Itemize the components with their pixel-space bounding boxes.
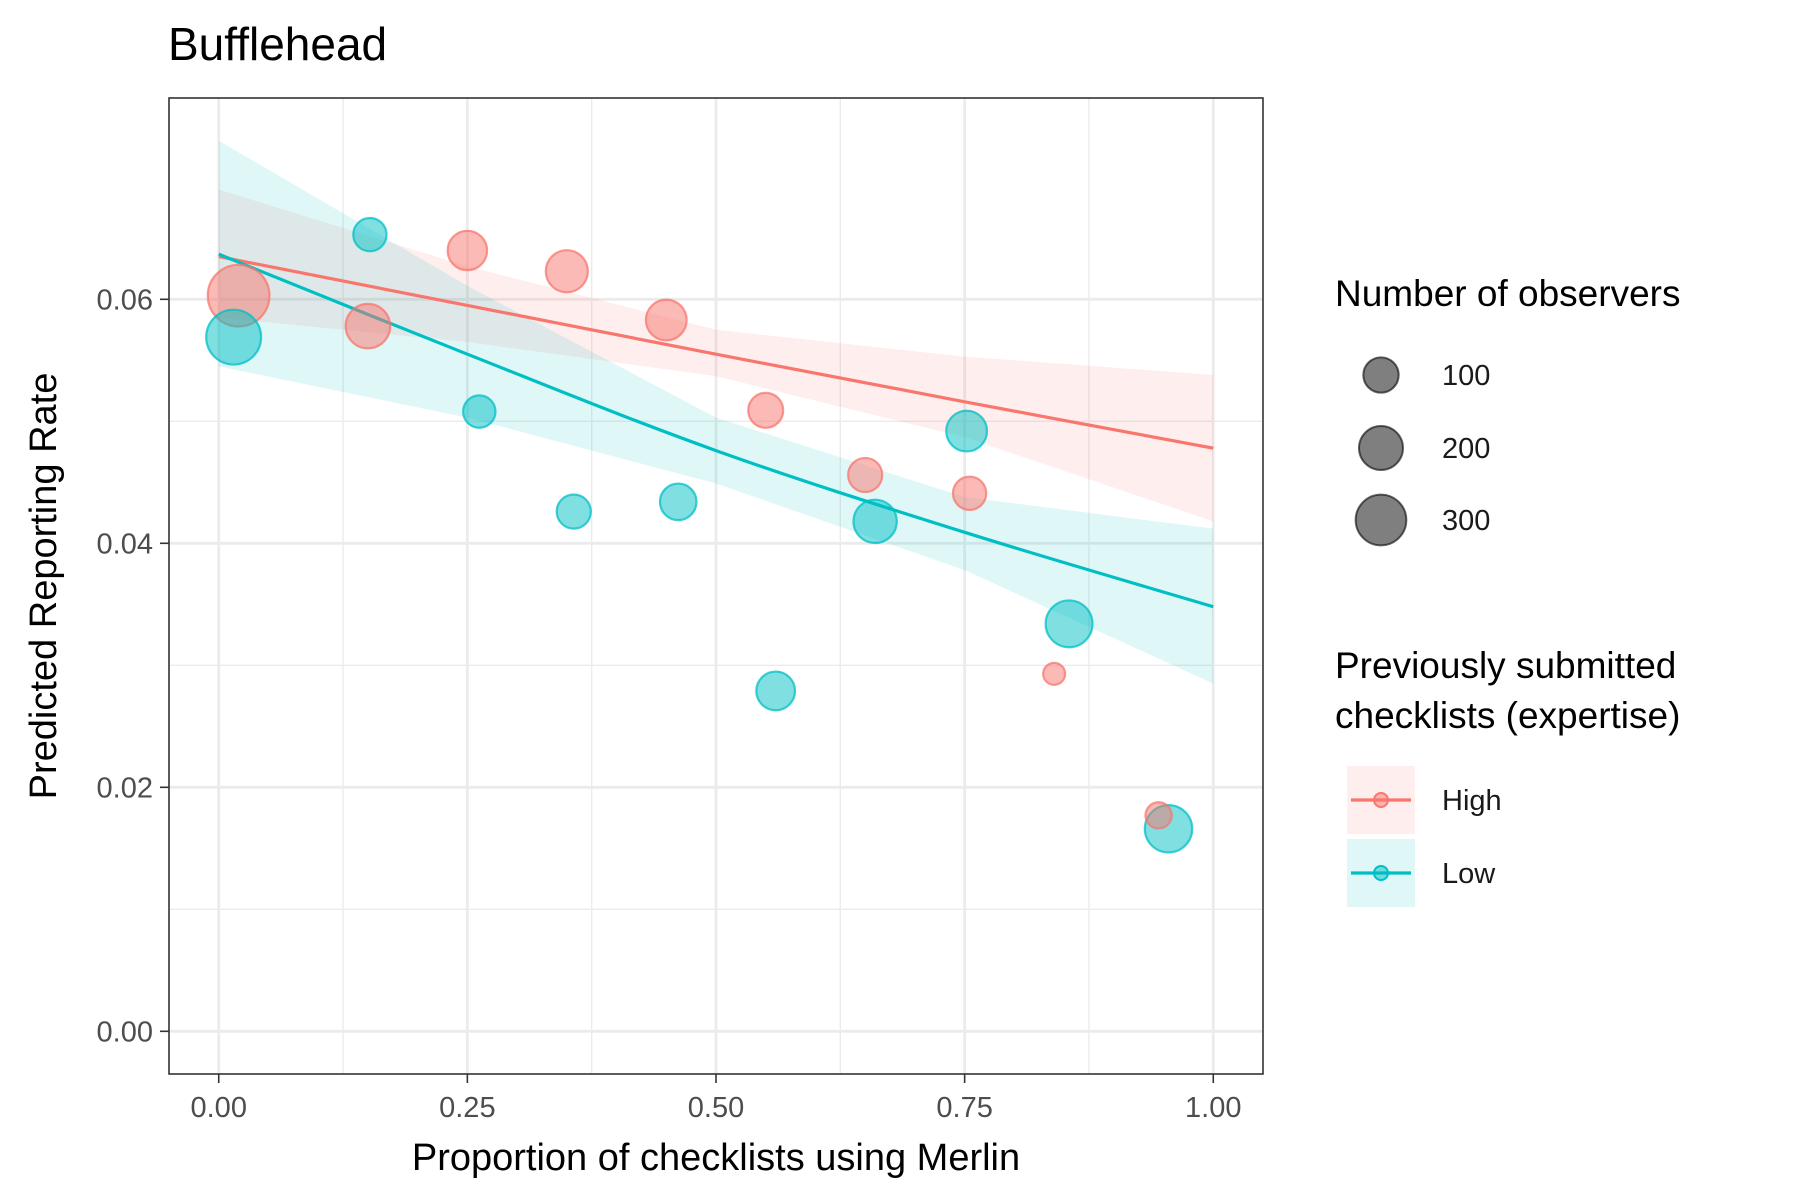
data-point-high bbox=[951, 475, 988, 512]
data-point-low bbox=[658, 482, 698, 522]
data-points bbox=[205, 216, 1194, 854]
size-legend-label: 200 bbox=[1442, 433, 1490, 465]
color-legend-key-point bbox=[1373, 865, 1389, 881]
data-point-low bbox=[1044, 599, 1094, 649]
data-point-low bbox=[352, 216, 388, 253]
color-legend-title-line1: Previously submitted bbox=[1335, 645, 1676, 686]
data-point-high bbox=[747, 391, 785, 429]
chart-title: Bufflehead bbox=[168, 18, 387, 70]
data-point-high bbox=[544, 249, 589, 294]
plot-area bbox=[168, 97, 1264, 1075]
y-tick-label: 0.02 bbox=[97, 772, 153, 804]
data-point-low bbox=[462, 394, 497, 429]
color-legend: Previously submitted checklists (experti… bbox=[1335, 645, 1680, 907]
x-tick-label: 0.25 bbox=[439, 1092, 495, 1124]
data-point-high bbox=[847, 456, 884, 494]
data-point-low bbox=[755, 670, 797, 712]
color-legend-title-line2: checklists (expertise) bbox=[1335, 695, 1680, 736]
size-legend-label: 100 bbox=[1442, 360, 1490, 392]
y-tick-label: 0.04 bbox=[97, 528, 153, 560]
size-legend-key bbox=[1354, 493, 1408, 547]
data-point-low bbox=[555, 493, 592, 530]
trend-line-high bbox=[218, 255, 1214, 450]
color-legend-label: High bbox=[1442, 785, 1502, 817]
x-tick-label: 0.75 bbox=[936, 1092, 992, 1124]
x-tick-label: 0.00 bbox=[191, 1092, 247, 1124]
size-legend-key bbox=[1357, 424, 1405, 472]
size-legend: Number of observers 100 200 300 bbox=[1335, 273, 1680, 547]
y-tick-label: 0.06 bbox=[97, 284, 153, 316]
data-point-high bbox=[644, 298, 688, 342]
x-axis-title: Proportion of checklists using Merlin bbox=[412, 1137, 1020, 1179]
data-point-high bbox=[344, 302, 392, 350]
y-tick-label: 0.00 bbox=[97, 1016, 153, 1048]
data-point-low bbox=[852, 498, 898, 545]
color-legend-key-point bbox=[1373, 792, 1389, 808]
size-legend-key bbox=[1362, 356, 1400, 394]
data-point-low bbox=[945, 409, 989, 453]
data-point-low bbox=[205, 308, 263, 366]
y-axis: 0.00 0.02 0.04 0.06 bbox=[97, 284, 169, 1048]
size-legend-label: 300 bbox=[1442, 505, 1490, 537]
x-tick-label: 0.50 bbox=[688, 1092, 744, 1124]
size-legend-title: Number of observers bbox=[1335, 273, 1680, 314]
data-point-high bbox=[1144, 801, 1173, 830]
data-point-high bbox=[1042, 661, 1067, 686]
confidence-band-low bbox=[218, 140, 1214, 684]
y-axis-title: Predicted Reporting Rate bbox=[23, 373, 65, 800]
x-axis: 0.00 0.25 0.50 0.75 1.00 bbox=[191, 1074, 1241, 1124]
x-tick-label: 1.00 bbox=[1185, 1092, 1241, 1124]
data-point-high bbox=[446, 229, 489, 272]
legend: Number of observers 100 200 300 Previously… bbox=[1335, 273, 1680, 907]
color-legend-label: Low bbox=[1442, 858, 1496, 890]
